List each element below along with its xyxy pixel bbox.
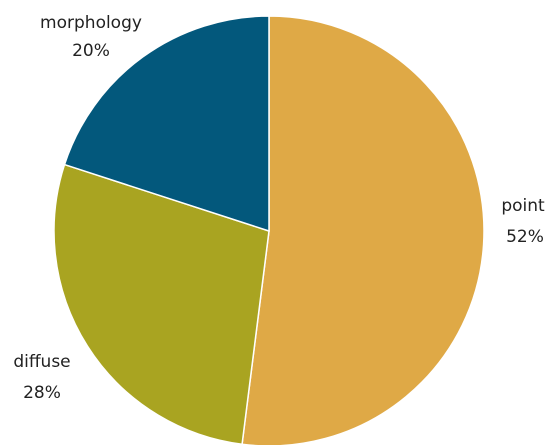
pie-slice-point	[241, 15, 485, 445]
pie-slice-morphology	[63, 15, 270, 233]
pie-slices	[53, 15, 485, 445]
slice-value-point: 52%	[506, 227, 544, 247]
slice-value-diffuse: 28%	[23, 383, 61, 403]
slice-label-point: point	[501, 196, 545, 216]
slice-label-morphology: morphology	[40, 13, 142, 33]
pie-slice-diffuse	[53, 163, 270, 445]
slice-label-diffuse: diffuse	[13, 352, 70, 372]
slice-value-morphology: 20%	[72, 41, 110, 61]
